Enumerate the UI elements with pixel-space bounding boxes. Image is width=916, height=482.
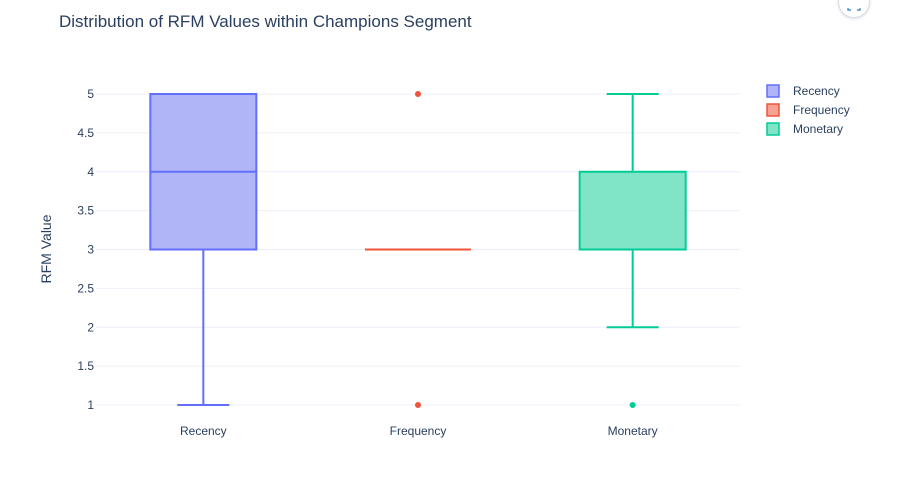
legend[interactable]: Recency Frequency Monetary bbox=[766, 84, 850, 136]
x-tick-label: Frequency bbox=[390, 424, 447, 438]
iqr-box bbox=[578, 170, 687, 251]
y-axis-title: RFM Value bbox=[38, 214, 54, 283]
y-tick-label: 4 bbox=[87, 165, 94, 179]
y-tick-label: 4.5 bbox=[77, 126, 94, 140]
y-tick-label: 3 bbox=[87, 243, 94, 257]
x-tick-label: Recency bbox=[180, 424, 227, 438]
y-tick-label: 2.5 bbox=[77, 281, 94, 295]
outlier-point bbox=[415, 91, 421, 97]
legend-item-recency[interactable]: Recency bbox=[766, 84, 840, 98]
box-plots bbox=[149, 91, 687, 408]
y-tick-label: 1 bbox=[87, 398, 94, 412]
y-tick-label: 3.5 bbox=[77, 204, 94, 218]
legend-label: Frequency bbox=[793, 103, 850, 117]
legend-item-monetary[interactable]: Monetary bbox=[766, 122, 843, 136]
outlier-point bbox=[415, 402, 421, 408]
x-tick-label: Monetary bbox=[608, 424, 658, 438]
expand-icon bbox=[847, 8, 861, 11]
legend-label: Monetary bbox=[793, 122, 843, 136]
box-recency bbox=[149, 93, 258, 406]
chart-title: Distribution of RFM Values within Champi… bbox=[59, 12, 472, 31]
y-axis-ticks: 1 1.5 2 2.5 3 3.5 4 4.5 5 bbox=[77, 87, 94, 412]
box-frequency bbox=[365, 91, 471, 408]
y-tick-label: 1.5 bbox=[77, 359, 94, 373]
x-axis-ticks: Recency Frequency Monetary bbox=[180, 424, 658, 438]
legend-item-frequency[interactable]: Frequency bbox=[766, 103, 850, 117]
legend-swatch bbox=[766, 84, 780, 98]
y-tick-label: 5 bbox=[87, 87, 94, 101]
legend-label: Recency bbox=[793, 84, 840, 98]
outlier-point bbox=[629, 402, 636, 408]
y-tick-label: 2 bbox=[87, 320, 94, 334]
legend-swatch bbox=[766, 103, 780, 117]
legend-swatch bbox=[766, 122, 780, 136]
box-monetary bbox=[578, 93, 687, 408]
